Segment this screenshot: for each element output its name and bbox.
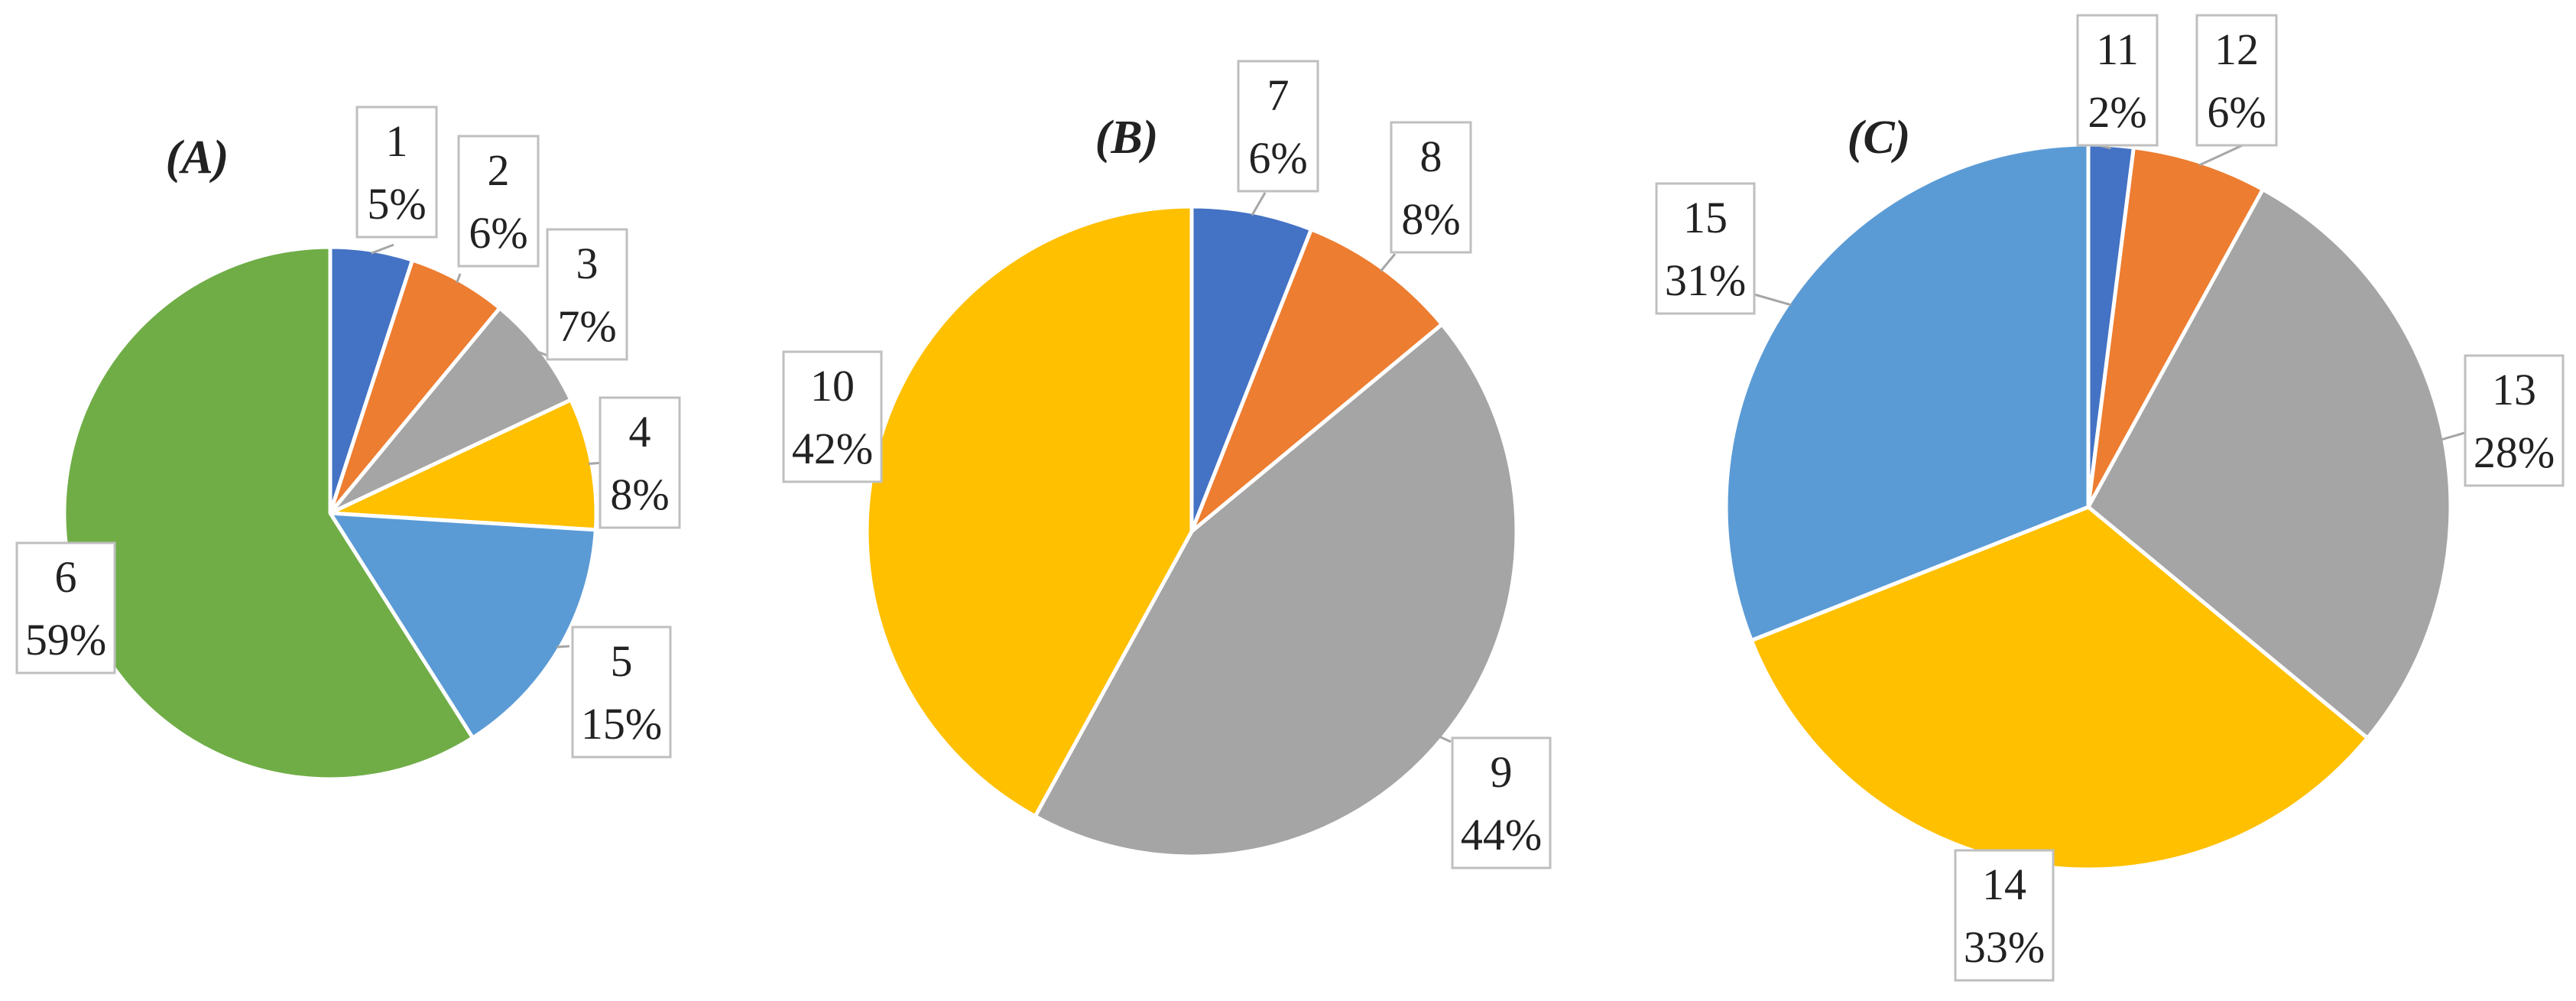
data-label-percent-11: 2% (2088, 87, 2146, 137)
data-label-category-4: 4 (629, 407, 651, 457)
leader-line-8 (1380, 253, 1397, 272)
data-label-box-8 (1390, 121, 1472, 254)
data-label-box-10 (782, 350, 883, 483)
chart-title: (A) (166, 132, 229, 184)
data-label-category-14: 14 (1982, 860, 2026, 909)
pie-chart-a: 15%26%37%48%515%659%(A) (15, 106, 681, 782)
data-label-percent-14: 33% (1964, 922, 2045, 972)
data-label-box-2 (457, 135, 540, 268)
data-label-percent-2: 6% (469, 208, 527, 258)
data-label-box-14 (1954, 849, 2055, 982)
data-label-box-13 (2464, 354, 2565, 487)
data-label-category-9: 9 (1491, 747, 1513, 797)
data-label-box-11 (2076, 14, 2159, 147)
data-label-percent-13: 28% (2474, 427, 2555, 477)
data-label-percent-10: 42% (792, 424, 873, 473)
data-label-box-4 (599, 396, 681, 529)
leader-line-15 (1754, 293, 1792, 307)
data-label-percent-3: 7% (557, 301, 616, 351)
chart-title: (B) (1095, 112, 1159, 164)
data-label-percent-7: 6% (1248, 133, 1307, 183)
data-label-category-2: 2 (488, 145, 510, 195)
leader-line-9 (1439, 736, 1452, 743)
data-label-box-3 (546, 228, 628, 361)
pie-slice-12 (2086, 145, 2265, 509)
data-label-category-11: 11 (2096, 24, 2139, 74)
leader-line-13 (2441, 431, 2468, 441)
data-label-box-5 (571, 626, 672, 759)
data-label-box-7 (1237, 60, 1319, 193)
data-label-box-9 (1451, 736, 1552, 869)
data-label-percent-8: 8% (1401, 194, 1460, 244)
data-label-percent-5: 15% (581, 699, 662, 749)
data-label-box-1 (355, 106, 438, 239)
data-label-category-12: 12 (2214, 24, 2259, 74)
data-label-percent-4: 8% (610, 470, 669, 519)
data-label-category-7: 7 (1267, 70, 1290, 120)
data-label-category-10: 10 (810, 361, 855, 411)
data-label-percent-9: 44% (1461, 810, 1542, 860)
data-label-category-13: 13 (2492, 365, 2536, 414)
data-label-category-3: 3 (576, 239, 599, 288)
pie-slice-3 (328, 306, 573, 515)
data-label-category-6: 6 (55, 552, 77, 602)
data-label-box-12 (2195, 14, 2278, 147)
leader-line-7 (1251, 192, 1267, 216)
pie-chart-c: 11 2% 12 6% 13 28% 14 33% 15 31% (C) (1655, 14, 2565, 982)
leader-line-5 (556, 645, 570, 648)
data-label-box-6 (15, 541, 116, 674)
pie-chart-b: 7 6% 8 8% 9 44% 10 42% (B) (782, 60, 1552, 869)
data-label-category-5: 5 (611, 636, 633, 686)
leader-line-2 (456, 273, 462, 284)
data-label-percent-15: 31% (1665, 255, 1746, 305)
data-label-percent-1: 5% (367, 179, 426, 229)
leader-line-1 (371, 243, 394, 255)
data-label-category-1: 1 (386, 116, 408, 166)
data-label-percent-12: 6% (2207, 87, 2266, 137)
pie-slice-5 (328, 511, 598, 740)
data-label-category-15: 15 (1683, 193, 1728, 242)
data-label-percent-6: 59% (25, 615, 106, 665)
data-label-box-15 (1655, 182, 1756, 315)
data-label-category-8: 8 (1420, 132, 1442, 181)
leader-line-12 (2198, 142, 2247, 167)
chart-title: (C) (1848, 112, 1911, 164)
